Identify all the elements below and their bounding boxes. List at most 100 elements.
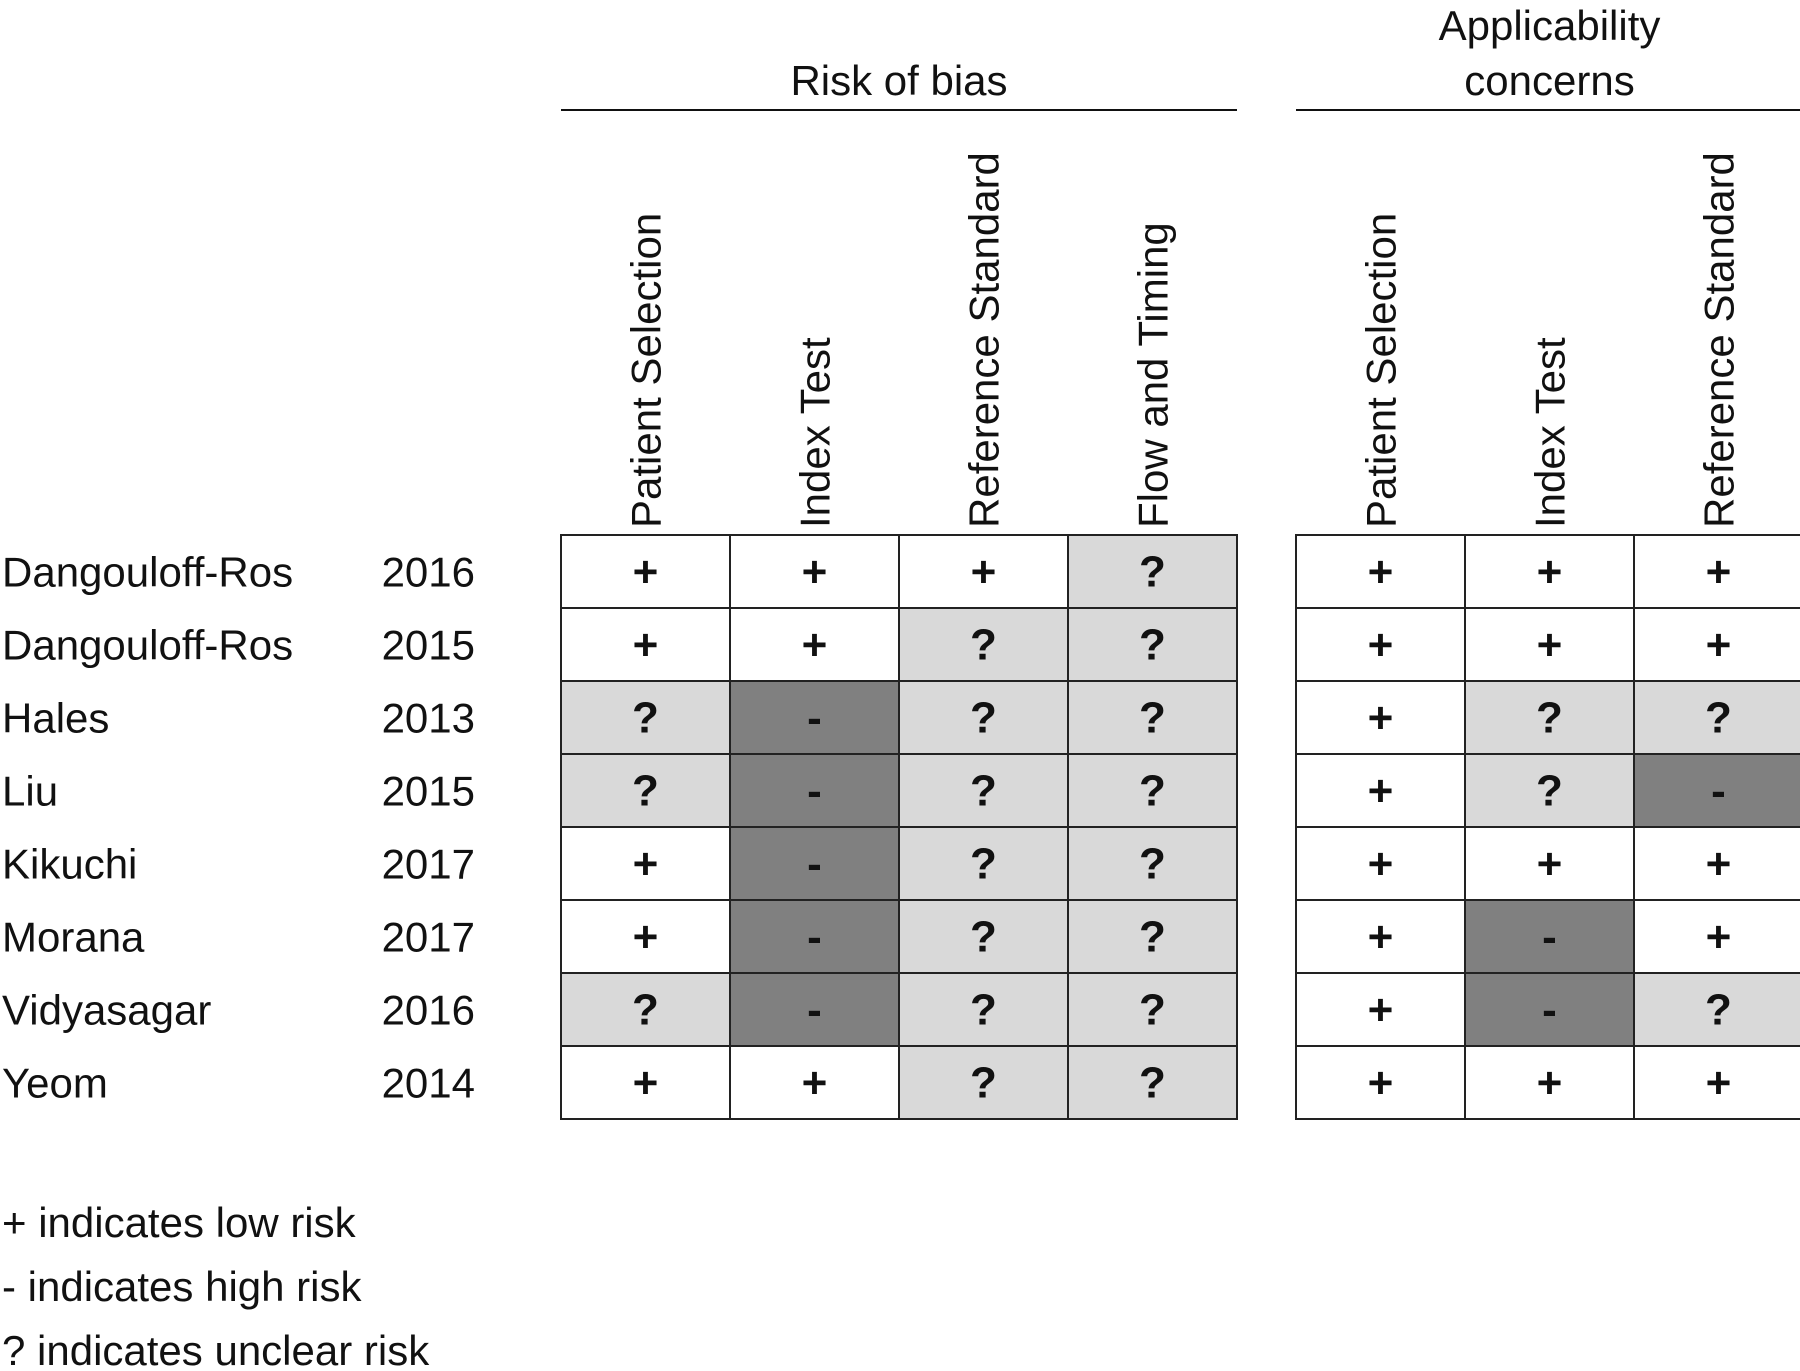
cell-unclear-risk [1633,680,1800,755]
cell-symbol: ? [1705,986,1732,1035]
cell-symbol: ? [1139,694,1166,743]
cell-high-risk [729,753,900,828]
study-year-label: 2017 [382,914,475,961]
cell-symbol: + [1537,1059,1563,1108]
cell-symbol: + [1706,1059,1732,1108]
cell-symbol: - [1542,986,1557,1035]
cell-low-risk [1633,899,1800,974]
study-year-label: 2015 [382,622,475,669]
study-year-label: 2015 [382,768,475,815]
study-author-label: Liu [2,768,58,815]
cell-low-risk [1633,607,1800,682]
cell-symbol: ? [1139,767,1166,816]
cell-symbol: + [1368,840,1394,889]
column-header: Flow and Timing [1130,222,1177,528]
cell-low-risk [1464,534,1635,609]
cell-symbol: + [633,621,659,670]
group-table-border [560,534,1238,1120]
cell-symbol: ? [970,767,997,816]
cell-high-risk [1633,753,1800,828]
cell-unclear-risk [1464,680,1635,755]
cell-symbol: ? [1139,986,1166,1035]
cell-symbol: + [1706,621,1732,670]
cell-symbol: - [1711,767,1726,816]
cell-unclear-risk [1633,972,1800,1047]
cell-high-risk [729,680,900,755]
group-title: Applicability [1439,2,1661,49]
cell-symbol: - [807,767,822,816]
column-header: Patient Selection [623,213,670,528]
cell-symbol: ? [1705,694,1732,743]
cell-symbol: ? [970,840,997,889]
cell-symbol: - [807,694,822,743]
cell-unclear-risk [898,753,1069,828]
cell-symbol: + [633,840,659,889]
cell-unclear-risk [1464,753,1635,828]
cell-symbol: + [1368,986,1394,1035]
cell-symbol: + [1706,840,1732,889]
study-author-label: Hales [2,695,109,742]
study-year-label: 2016 [382,987,475,1034]
study-year-label: 2016 [382,549,475,596]
study-author-label: Morana [2,914,145,961]
legend-item: - indicates high risk [2,1263,362,1310]
cell-symbol: ? [970,621,997,670]
cell-symbol: ? [970,694,997,743]
cell-symbol: ? [1139,913,1166,962]
cell-symbol: + [1706,913,1732,962]
cell-symbol: + [633,1059,659,1108]
cell-symbol: ? [632,767,659,816]
cell-symbol: + [971,548,997,597]
cell-low-risk [729,534,900,609]
study-author-label: Vidyasagar [2,987,211,1034]
cell-symbol: + [1368,621,1394,670]
cell-symbol: ? [970,986,997,1035]
cell-unclear-risk [898,680,1069,755]
study-author-label: Dangouloff-Ros [2,622,293,669]
cell-symbol: + [1706,548,1732,597]
cell-symbol: - [1542,913,1557,962]
study-year-label: 2013 [382,695,475,742]
cell-low-risk [729,1045,900,1120]
cell-symbol: ? [1139,1059,1166,1108]
cell-low-risk [729,607,900,682]
cell-symbol: + [1537,548,1563,597]
cell-symbol: - [807,913,822,962]
group-table-border [1295,534,1800,1120]
cell-symbol: + [1368,767,1394,816]
cell-symbol: ? [632,986,659,1035]
column-header: Index Test [792,337,839,528]
cell-symbol: + [802,548,828,597]
study-year-label: 2014 [382,1060,475,1107]
cell-symbol: + [1368,548,1394,597]
cell-unclear-risk [898,826,1069,901]
cell-symbol: ? [1536,694,1563,743]
cell-high-risk [729,972,900,1047]
cell-symbol: + [1368,913,1394,962]
cell-symbol: + [1368,1059,1394,1108]
cell-low-risk [560,1045,731,1120]
cell-low-risk [1464,826,1635,901]
cell-symbol: ? [1139,621,1166,670]
cell-symbol: + [1537,840,1563,889]
column-header: Reference Standard [961,152,1008,528]
cell-symbol: - [807,986,822,1035]
cell-unclear-risk [898,1045,1069,1120]
cell-unclear-risk [1067,1045,1238,1120]
cell-low-risk [1295,899,1466,974]
column-header: Index Test [1527,337,1574,528]
cell-symbol: + [633,548,659,597]
column-header: Patient Selection [1358,213,1405,528]
study-year-label: 2017 [382,841,475,888]
legend-item: ? indicates unclear risk [2,1327,430,1366]
cell-symbol: + [802,621,828,670]
cell-symbol: ? [1139,548,1166,597]
study-author-label: Yeom [2,1060,108,1107]
cell-symbol: ? [970,1059,997,1108]
cell-symbol: + [1368,694,1394,743]
cell-symbol: + [1537,621,1563,670]
cell-symbol: ? [632,694,659,743]
column-header: Reference Standard [1696,152,1743,528]
cell-unclear-risk [898,972,1069,1047]
